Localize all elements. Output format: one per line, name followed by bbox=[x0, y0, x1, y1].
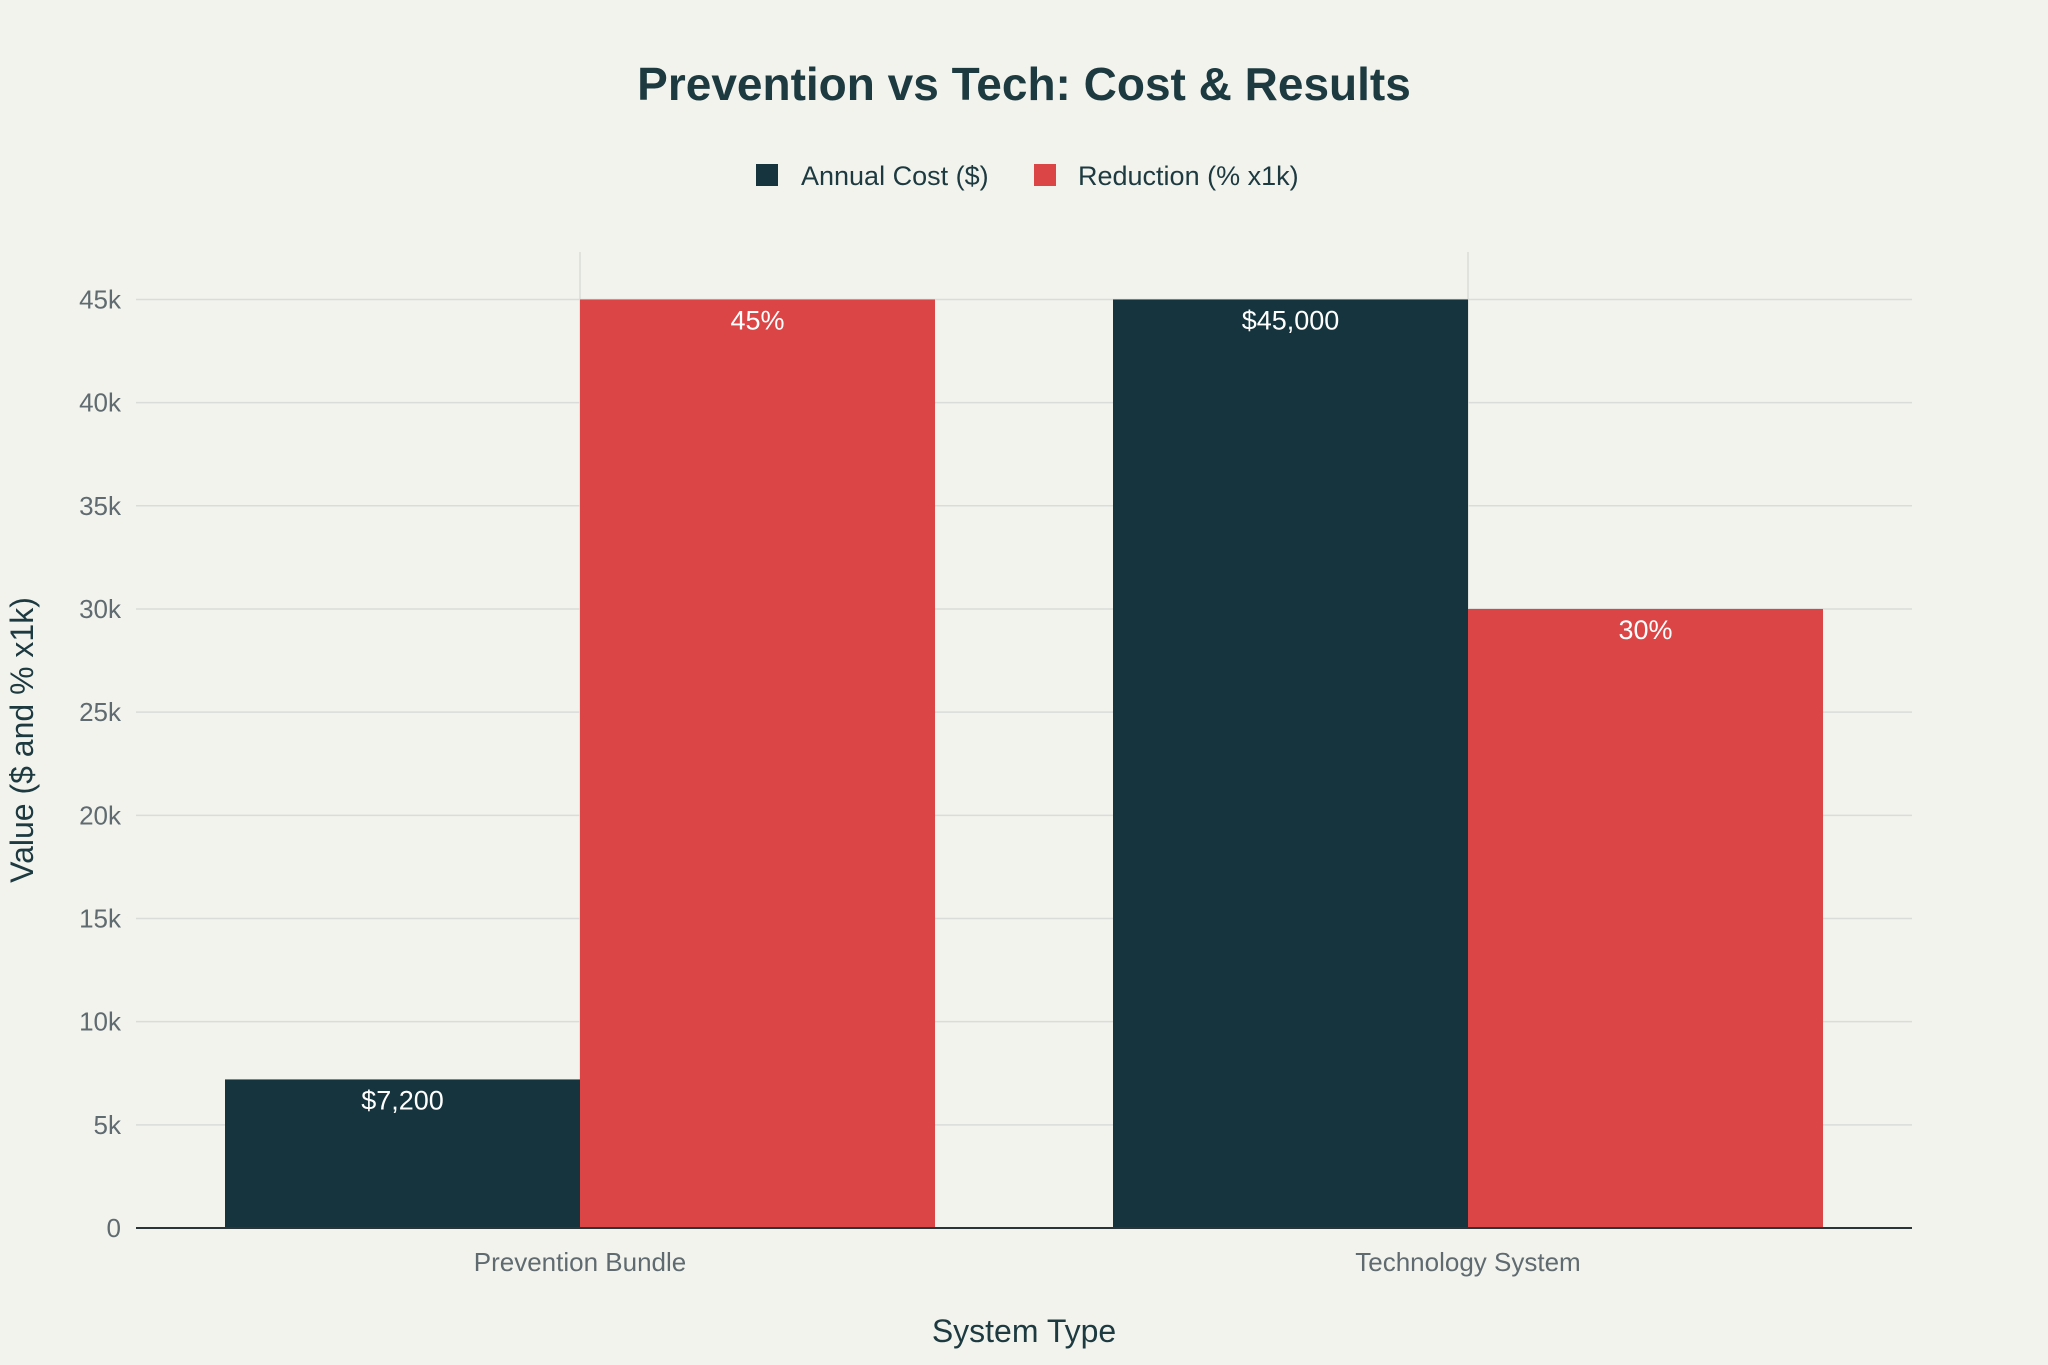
legend-label-annual-cost: Annual Cost ($) bbox=[801, 161, 989, 191]
y-tick-label: 20k bbox=[79, 800, 122, 830]
x-tick-label: Prevention Bundle bbox=[474, 1247, 686, 1277]
y-tick-labels: 0 5k 10k 15k 20k 25k 30k 35k 40k 45k bbox=[79, 284, 122, 1243]
y-axis-title: Value ($ and % x1k) bbox=[4, 597, 40, 883]
y-tick-label: 40k bbox=[79, 388, 122, 418]
y-tick-label: 45k bbox=[79, 284, 122, 314]
legend-label-reduction: Reduction (% x1k) bbox=[1078, 161, 1299, 191]
y-tick-label: 10k bbox=[79, 1007, 122, 1037]
y-tick-label: 25k bbox=[79, 697, 122, 727]
y-tick-label: 0 bbox=[107, 1213, 121, 1243]
chart-title: Prevention vs Tech: Cost & Results bbox=[637, 58, 1411, 110]
y-tick-label: 30k bbox=[79, 594, 122, 624]
legend-swatch-reduction bbox=[1034, 164, 1056, 186]
legend: Annual Cost ($) Reduction (% x1k) bbox=[756, 161, 1299, 191]
bar-data-label: 30% bbox=[1618, 615, 1672, 645]
bar-data-label: 45% bbox=[730, 305, 784, 335]
bars bbox=[225, 299, 1823, 1229]
bar-reduction bbox=[580, 299, 935, 1229]
y-tick-label: 15k bbox=[79, 903, 122, 933]
y-tick-label: 5k bbox=[94, 1110, 122, 1140]
bar-annual-cost bbox=[1113, 299, 1468, 1229]
bar-data-label: $7,200 bbox=[361, 1085, 444, 1115]
bar-annual-cost bbox=[225, 1079, 580, 1228]
legend-swatch-annual-cost bbox=[756, 164, 778, 186]
bar-reduction bbox=[1468, 608, 1823, 1228]
x-tick-labels: Prevention Bundle Technology System bbox=[474, 1247, 1581, 1277]
bar-data-label: $45,000 bbox=[1242, 305, 1340, 335]
x-axis-title: System Type bbox=[932, 1313, 1116, 1349]
x-tick-label: Technology System bbox=[1355, 1247, 1580, 1277]
y-tick-label: 35k bbox=[79, 491, 122, 521]
bar-data-labels: $7,200 45% $45,000 30% bbox=[361, 305, 1672, 1115]
